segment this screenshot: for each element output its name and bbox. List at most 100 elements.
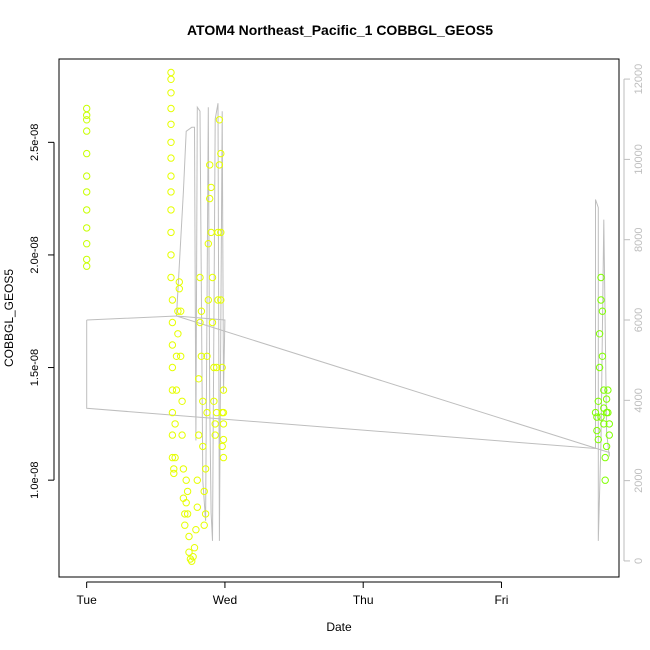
data-point xyxy=(171,420,179,428)
data-point xyxy=(167,228,175,237)
data-point xyxy=(219,408,228,417)
y-axis: 1.0e-08 1.5e-08 2.0e-08 2.5e-08 xyxy=(29,124,55,499)
data-point xyxy=(83,188,91,196)
x-axis: Tue Wed Thu Fri xyxy=(77,581,508,607)
data-point xyxy=(210,397,218,405)
plot-area xyxy=(83,68,613,565)
y2-tick-label: 6000 xyxy=(633,308,645,332)
data-point xyxy=(174,330,182,338)
data-point xyxy=(219,386,228,394)
data-point xyxy=(181,521,189,529)
data-point xyxy=(167,154,175,162)
data-point xyxy=(83,116,91,124)
data-point xyxy=(182,499,190,507)
y2-tick-label: 2000 xyxy=(633,468,645,492)
data-point xyxy=(211,431,219,439)
chart-title: ATOM4 Northeast_Pacific_1 COBBGL_GEOS5 xyxy=(187,22,493,38)
data-point xyxy=(208,318,217,327)
data-point xyxy=(178,397,186,405)
data-point xyxy=(218,363,226,372)
data-point xyxy=(182,476,190,484)
y-axis-label: COBBGL_GEOS5 xyxy=(2,269,16,367)
data-point xyxy=(177,307,185,315)
data-point xyxy=(192,526,200,534)
data-point xyxy=(175,278,184,286)
data-point xyxy=(183,510,192,518)
data-point xyxy=(598,307,607,315)
data-point xyxy=(174,307,182,315)
data-point xyxy=(597,296,605,304)
data-point xyxy=(602,442,611,451)
data-point xyxy=(208,273,217,282)
y2-tick-label: 12000 xyxy=(633,64,645,95)
data-point xyxy=(167,206,175,214)
data-point xyxy=(167,273,175,282)
data-point xyxy=(597,413,605,421)
data-point xyxy=(595,363,604,372)
data-point xyxy=(193,476,202,484)
data-point xyxy=(177,352,185,360)
data-point xyxy=(167,89,175,97)
data-point xyxy=(197,352,206,360)
data-point xyxy=(185,532,193,541)
data-point xyxy=(83,224,91,232)
data-point xyxy=(172,352,181,360)
y-tick-label: 2.5e-08 xyxy=(29,124,41,161)
y2-axis: 0 2000 4000 6000 8000 10000 12000 xyxy=(623,64,645,564)
data-point xyxy=(605,420,613,428)
data-point xyxy=(219,420,228,428)
y2-tick-label: 10000 xyxy=(633,144,645,175)
x-tick-label: Thu xyxy=(353,593,374,607)
data-point xyxy=(206,194,214,203)
data-point xyxy=(219,453,228,462)
data-point xyxy=(190,544,199,552)
y-tick-label: 1.0e-08 xyxy=(29,462,41,499)
data-point xyxy=(168,341,177,349)
data-point xyxy=(211,420,219,428)
data-point xyxy=(212,363,221,372)
data-point xyxy=(218,442,226,451)
data-point xyxy=(172,386,181,394)
data-point xyxy=(593,426,601,435)
y2-tick-label: 0 xyxy=(633,558,645,564)
data-point xyxy=(203,408,211,417)
data-point xyxy=(168,431,177,439)
data-point xyxy=(83,172,91,180)
data-point xyxy=(207,183,215,192)
data-point xyxy=(201,510,210,518)
x-axis-label: Date xyxy=(326,620,352,634)
data-point xyxy=(595,330,604,338)
data-point xyxy=(604,386,612,394)
x-tick-label: Tue xyxy=(77,593,98,607)
data-point xyxy=(604,408,612,417)
data-point xyxy=(167,104,175,113)
data-point xyxy=(167,188,175,196)
data-point xyxy=(217,149,225,158)
data-point xyxy=(601,476,609,484)
data-point xyxy=(83,111,91,120)
data-point xyxy=(83,262,91,270)
data-point xyxy=(602,395,611,403)
data-point xyxy=(210,363,218,372)
data-point xyxy=(200,521,208,529)
data-point xyxy=(217,296,225,304)
data-point xyxy=(214,228,222,237)
data-point xyxy=(219,435,228,444)
data-point xyxy=(215,116,224,124)
data-point xyxy=(200,487,208,496)
data-point xyxy=(215,161,224,169)
data-point xyxy=(167,120,175,129)
data-point xyxy=(600,386,608,394)
data-point xyxy=(204,240,213,248)
data-point xyxy=(178,431,186,439)
data-point xyxy=(206,161,214,169)
data-point xyxy=(195,375,203,383)
data-point xyxy=(189,553,197,561)
data-point xyxy=(183,487,192,496)
data-point xyxy=(170,469,178,478)
data-point xyxy=(193,503,202,511)
x-tick-label: Fri xyxy=(494,593,508,607)
data-point xyxy=(594,435,602,444)
data-point xyxy=(167,172,175,180)
data-point xyxy=(83,206,91,214)
